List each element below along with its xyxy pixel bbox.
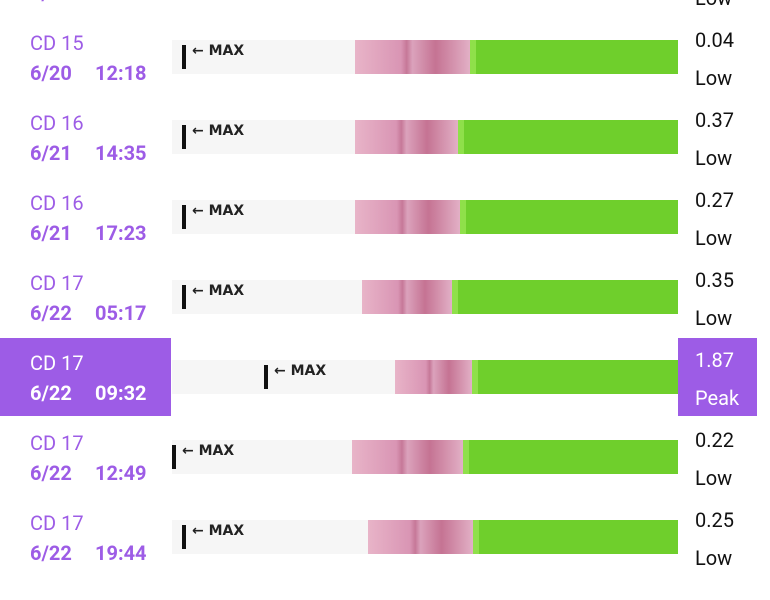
max-arrow: ← MAX	[192, 523, 245, 539]
test-strip: ← MAX	[172, 440, 678, 474]
test-date: 6/22	[30, 461, 72, 485]
cycle-day: CD 17	[30, 351, 84, 375]
test-line-zone	[368, 520, 473, 554]
cycle-day: CD 17	[30, 271, 84, 295]
max-line	[172, 445, 176, 469]
cycle-day: CD 15	[30, 31, 84, 55]
highlight-right	[678, 338, 757, 416]
test-line-zone	[362, 280, 452, 314]
lh-value: 0.27	[695, 188, 734, 212]
strip-handle	[470, 40, 678, 74]
cycle-day: CD 17	[30, 431, 84, 455]
max-arrow: ← MAX	[192, 123, 245, 139]
max-line	[182, 45, 186, 69]
strip-handle	[458, 120, 678, 154]
max-arrow: ← MAX	[274, 363, 327, 379]
test-time: 14:35	[95, 141, 147, 165]
test-time: 19:44	[95, 541, 147, 565]
strip-handle	[463, 440, 678, 474]
strip-handle	[473, 520, 678, 554]
strip-handle	[472, 360, 678, 394]
test-strip: ← MAX	[172, 40, 678, 74]
max-arrow: ← MAX	[192, 203, 245, 219]
max-arrow: ← MAX	[192, 283, 245, 299]
lh-value: 0.37	[695, 108, 734, 132]
lh-value: 0.04	[695, 28, 734, 52]
lh-value: 0.25	[695, 508, 734, 532]
test-date: 6/19	[30, 0, 72, 5]
test-time: 17:23	[95, 221, 147, 245]
test-strip: ← MAX	[172, 280, 678, 314]
max-line	[182, 125, 186, 149]
test-date: 6/22	[30, 541, 72, 565]
test-time: 12:49	[95, 461, 147, 485]
test-date: 6/22	[30, 381, 72, 405]
lh-level: Low	[695, 546, 733, 570]
max-arrow: ← MAX	[192, 43, 245, 59]
cycle-day: CD 16	[30, 191, 84, 215]
test-date: 6/20	[30, 61, 72, 85]
test-line-zone	[355, 40, 470, 74]
test-line-zone	[352, 440, 463, 474]
lh-level: Low	[695, 306, 733, 330]
test-time: 05:17	[95, 301, 147, 325]
test-date: 6/22	[30, 301, 72, 325]
strip-handle	[452, 280, 678, 314]
test-time: 09:32	[95, 381, 147, 405]
test-date: 6/21	[30, 141, 72, 165]
test-line-zone	[355, 200, 460, 234]
test-strip: ← MAX	[172, 200, 678, 234]
lh-value: 0.35	[695, 268, 734, 292]
lh-level: Low	[695, 146, 733, 170]
test-time: 17:22	[95, 0, 147, 5]
lh-level: Peak	[695, 386, 740, 410]
lh-value: 0.22	[695, 428, 734, 452]
max-arrow: ← MAX	[182, 443, 235, 459]
lh-value: 1.87	[695, 348, 734, 372]
max-line	[182, 205, 186, 229]
lh-level: Low	[695, 466, 733, 490]
lh-level: Low	[695, 226, 733, 250]
cycle-day: CD 16	[30, 111, 84, 135]
lh-level: Low	[695, 66, 733, 90]
max-line	[264, 365, 268, 389]
test-strip: ← MAX	[172, 360, 678, 394]
test-line-zone	[355, 120, 458, 154]
lh-level: Low	[695, 0, 732, 10]
max-line	[182, 525, 186, 549]
highlight-left	[0, 338, 171, 416]
max-line	[182, 285, 186, 309]
test-strip: ← MAX	[172, 520, 678, 554]
test-line-zone	[395, 360, 472, 394]
strip-handle	[460, 200, 678, 234]
cycle-day: CD 17	[30, 511, 84, 535]
test-strip: ← MAX	[172, 120, 678, 154]
test-time: 12:18	[95, 61, 147, 85]
test-date: 6/21	[30, 221, 72, 245]
